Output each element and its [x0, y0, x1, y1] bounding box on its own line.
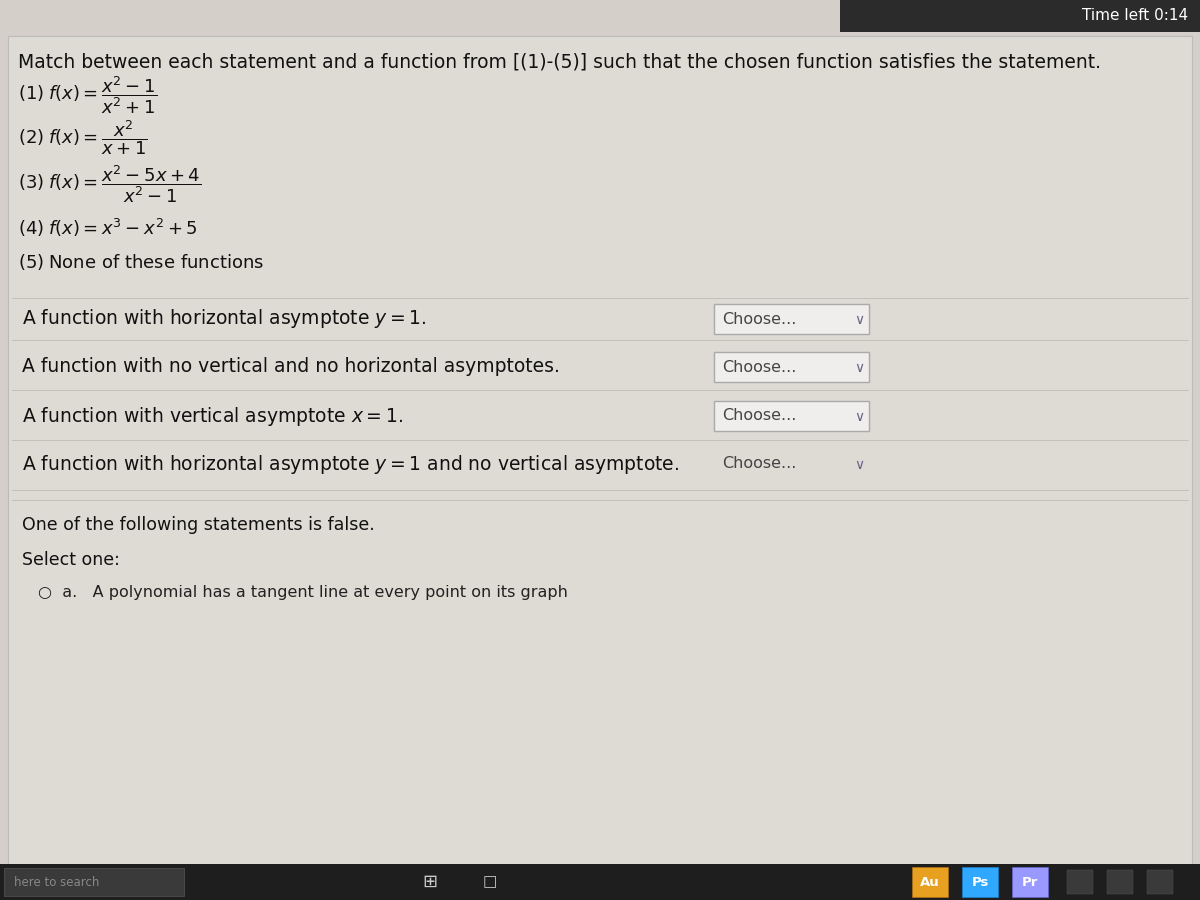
Text: □: □ [482, 875, 497, 889]
Text: One of the following statements is false.: One of the following statements is false… [22, 516, 374, 534]
Text: A function with vertical asymptote $x = 1$.: A function with vertical asymptote $x = … [22, 404, 403, 428]
Text: $(5)\;\mathrm{None\ of\ these\ functions}$: $(5)\;\mathrm{None\ of\ these\ functions… [18, 252, 264, 272]
Text: Select one:: Select one: [22, 551, 120, 569]
FancyBboxPatch shape [912, 867, 948, 897]
Text: $(1)\;f(x) = \dfrac{x^2-1}{x^2+1}$: $(1)\;f(x) = \dfrac{x^2-1}{x^2+1}$ [18, 74, 157, 116]
FancyBboxPatch shape [714, 304, 869, 334]
FancyBboxPatch shape [962, 867, 998, 897]
Text: ○  a.   A polynomial has a tangent line at every point on its graph: ○ a. A polynomial has a tangent line at … [38, 584, 568, 599]
Text: Choose...: Choose... [722, 456, 797, 472]
Text: Choose...: Choose... [722, 359, 797, 374]
FancyBboxPatch shape [840, 0, 1200, 32]
Text: ∨: ∨ [854, 458, 864, 472]
FancyBboxPatch shape [0, 864, 1200, 900]
FancyBboxPatch shape [1067, 870, 1093, 894]
Text: ∨: ∨ [854, 410, 864, 424]
Text: ∨: ∨ [854, 313, 864, 327]
Text: ⊞: ⊞ [422, 873, 438, 891]
FancyBboxPatch shape [4, 868, 184, 896]
FancyBboxPatch shape [1147, 870, 1174, 894]
Text: Pr: Pr [1022, 876, 1038, 888]
FancyBboxPatch shape [8, 36, 1192, 868]
FancyBboxPatch shape [1108, 870, 1133, 894]
Text: Choose...: Choose... [722, 409, 797, 424]
FancyBboxPatch shape [1012, 867, 1048, 897]
Text: Au: Au [920, 876, 940, 888]
Text: $(3)\;f(x) = \dfrac{x^2-5x+4}{x^2-1}$: $(3)\;f(x) = \dfrac{x^2-5x+4}{x^2-1}$ [18, 163, 202, 205]
Text: A function with horizontal asymptote $y = 1$.: A function with horizontal asymptote $y … [22, 308, 427, 330]
Text: Time left 0:14: Time left 0:14 [1082, 8, 1188, 23]
Text: Ps: Ps [971, 876, 989, 888]
FancyBboxPatch shape [714, 352, 869, 382]
Text: A function with no vertical and no horizontal asymptotes.: A function with no vertical and no horiz… [22, 357, 560, 376]
Text: ∨: ∨ [854, 361, 864, 375]
Text: here to search: here to search [14, 876, 100, 888]
Text: $(2)\;f(x) = \dfrac{x^2}{x+1}$: $(2)\;f(x) = \dfrac{x^2}{x+1}$ [18, 119, 148, 158]
Text: A function with horizontal asymptote $y = 1$ and no vertical asymptote.: A function with horizontal asymptote $y … [22, 453, 679, 475]
FancyBboxPatch shape [714, 401, 869, 431]
Text: Match between each statement and a function from [(1)-(5)] such that the chosen : Match between each statement and a funct… [18, 52, 1102, 71]
Text: Choose...: Choose... [722, 311, 797, 327]
Text: $(4)\;f(x) = x^3 - x^2 + 5$: $(4)\;f(x) = x^3 - x^2 + 5$ [18, 217, 198, 239]
